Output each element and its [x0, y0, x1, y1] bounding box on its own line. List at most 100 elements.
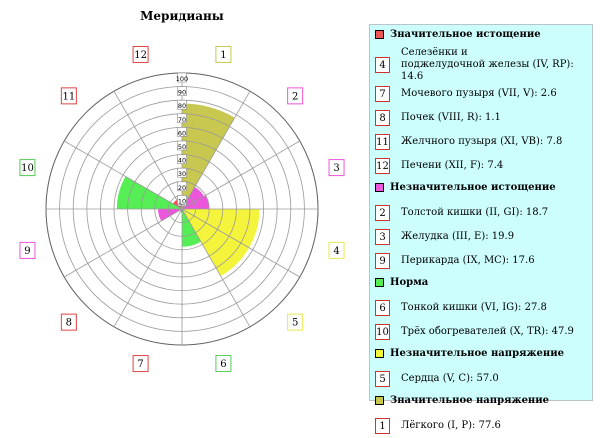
- legend-item-text: Желудка (III, E): 19.9: [401, 231, 515, 242]
- r-tick-box: [177, 167, 187, 178]
- r-tick-box: [177, 195, 187, 205]
- r-tick-box: [177, 154, 187, 164]
- r-tick-label: 70: [178, 116, 186, 124]
- sector-label-4: 4: [333, 246, 339, 257]
- legend-item-text: Лёгкого (I, P): 77.6: [401, 420, 501, 431]
- legend-swatch: [375, 349, 384, 358]
- sector-label-box-8: [60, 313, 77, 331]
- sector-label-box-11: [60, 87, 77, 105]
- grid-spoke: [181, 208, 300, 278]
- grid-spoke: [181, 91, 251, 210]
- sector-label-box-4: [328, 241, 345, 259]
- sector-label-10: 10: [21, 163, 34, 174]
- legend-item-text: Толстой кишки (II, GI): 18.7: [401, 207, 549, 218]
- legend-item-11: 11 Желчного пузыря (XI, VB): 7.8: [375, 130, 562, 154]
- sector-2: [182, 186, 205, 209]
- legend-item-text: Желчного пузыря (XI, VB): 7.8: [401, 136, 563, 147]
- sector-label-box-6: [215, 355, 232, 373]
- legend-item-number: 5: [375, 371, 390, 387]
- r-tick-box: [177, 99, 187, 110]
- legend-item-7: 7 Мочевого пузыря (VII, V): 2.6: [375, 82, 557, 106]
- r-tick-label: 100: [176, 75, 188, 83]
- legend-item-2: 2 Толстой кишки (II, GI): 18.7: [375, 201, 548, 225]
- legend-item-text: Почек (VIII, R): 1.1: [401, 112, 501, 123]
- r-tick-box: [177, 181, 187, 192]
- legend-item-8: 8 Почек (VIII, R): 1.1: [375, 106, 501, 130]
- legend-item-6: 6 Тонкой кишки (VI, IG): 27.8: [375, 296, 547, 320]
- legend-item-number: 11: [375, 134, 390, 150]
- sector-label-7: 7: [137, 359, 143, 370]
- grid-spoke: [181, 208, 251, 327]
- sector-label-box-1: [215, 45, 232, 63]
- sector-label-11: 11: [62, 91, 75, 102]
- r-tick-label: 30: [178, 170, 186, 178]
- chart-title: Меридианы: [140, 9, 224, 23]
- legend-swatch: [375, 30, 384, 39]
- r-tick-label: 90: [178, 89, 186, 97]
- legend-item-text: Перикарда (IX, MC): 17.6: [401, 255, 535, 266]
- r-tick-label: 80: [178, 102, 186, 110]
- sector-1: [182, 103, 235, 209]
- sector-label-box-12: [132, 45, 149, 63]
- sector-5: [182, 209, 250, 277]
- legend-group-4: Незначительное напряжение: [375, 348, 564, 359]
- legend-item-number: 1: [375, 418, 390, 434]
- legend-item-number: 8: [375, 110, 390, 126]
- legend-item-text: Мочевого пузыря (VII, V): 2.6: [401, 88, 557, 99]
- legend-item-3: 3 Желудка (III, E): 19.9: [375, 225, 514, 249]
- legend-item-text: Селезёнки и поджелудочной железы (IV, RP)…: [401, 47, 574, 82]
- legend-item-number: 12: [375, 158, 390, 174]
- sector-label-6: 6: [220, 359, 226, 370]
- sector-label-1: 1: [220, 50, 226, 61]
- legend-item-number: 10: [375, 324, 390, 340]
- polar-chart: Меридианы9102030405060708090100123456789…: [19, 9, 345, 373]
- sector-label-box-9: [19, 241, 36, 259]
- legend-item-text: Трёх обогревателей (X, TR): 47.9: [401, 326, 574, 337]
- legend-swatch: [375, 183, 384, 192]
- legend-item-number: 9: [375, 253, 390, 269]
- legend-item-number: 7: [375, 86, 390, 102]
- chart-legend: Значительное истощение 4 Селезёнки и поджел…: [369, 24, 593, 434]
- sector-label-box-10: [19, 159, 36, 177]
- legend-item-text: Тонкой кишки (VI, IG): 27.8: [401, 302, 547, 313]
- r-tick-label: 40: [178, 157, 186, 165]
- legend-group-2: Незначительное истощение: [375, 182, 556, 193]
- sector-label-3: 3: [333, 163, 339, 174]
- sector-label-2: 2: [292, 91, 298, 102]
- sector-4: [182, 209, 260, 248]
- sector-label-5: 5: [292, 318, 298, 329]
- legend-group-title: Норма: [390, 277, 429, 288]
- legend-item-12: 12 Печени (XII, F): 7.4: [375, 154, 503, 178]
- legend-item-1: 1 Лёгкого (I, P): 77.6: [375, 414, 501, 438]
- sector-6: [182, 209, 201, 247]
- legend-swatch: [375, 396, 384, 405]
- sector-label-box-3: [328, 159, 345, 177]
- sector-label-box-2: [287, 87, 304, 105]
- legend-item-text: Сердца (V, C): 57.0: [401, 373, 499, 384]
- legend-swatch: [375, 278, 384, 287]
- legend-group-3: Норма: [375, 277, 428, 288]
- legend-group-title: Значительное истощение: [390, 29, 541, 40]
- legend-group-1: Значительное истощение: [375, 29, 541, 40]
- sector-label-12: 12: [134, 50, 147, 61]
- grid-spoke: [113, 91, 183, 210]
- grid-spoke: [64, 140, 183, 210]
- legend-group-title: Значительное напряжение: [390, 395, 550, 406]
- legend-group-title: Незначительное истощение: [390, 182, 556, 193]
- grid-spoke: [64, 208, 183, 278]
- legend-group-5: Значительное напряжение: [375, 395, 549, 406]
- r-tick-box: [177, 72, 187, 83]
- legend-item-text: Печени (XII, F): 7.4: [401, 160, 504, 171]
- legend-item-4: 4 Селезёнки и поджелудочной железы (IV, RP…: [375, 47, 592, 82]
- legend-item-9: 9 Перикарда (IX, MC): 17.6: [375, 249, 535, 273]
- legend-item-number: 4: [375, 57, 390, 73]
- r-tick-box: [177, 140, 187, 151]
- sector-label-9: 9: [24, 246, 30, 257]
- grid-spoke: [181, 140, 300, 210]
- r-tick-label: 10: [178, 197, 186, 205]
- r-tick-box: [177, 86, 187, 96]
- legend-item-number: 6: [375, 300, 390, 316]
- legend-item-10: 10 Трёх обогревателей (X, TR): 47.9: [375, 320, 574, 344]
- grid-spoke: [113, 208, 183, 327]
- r-tick-box: [177, 113, 187, 124]
